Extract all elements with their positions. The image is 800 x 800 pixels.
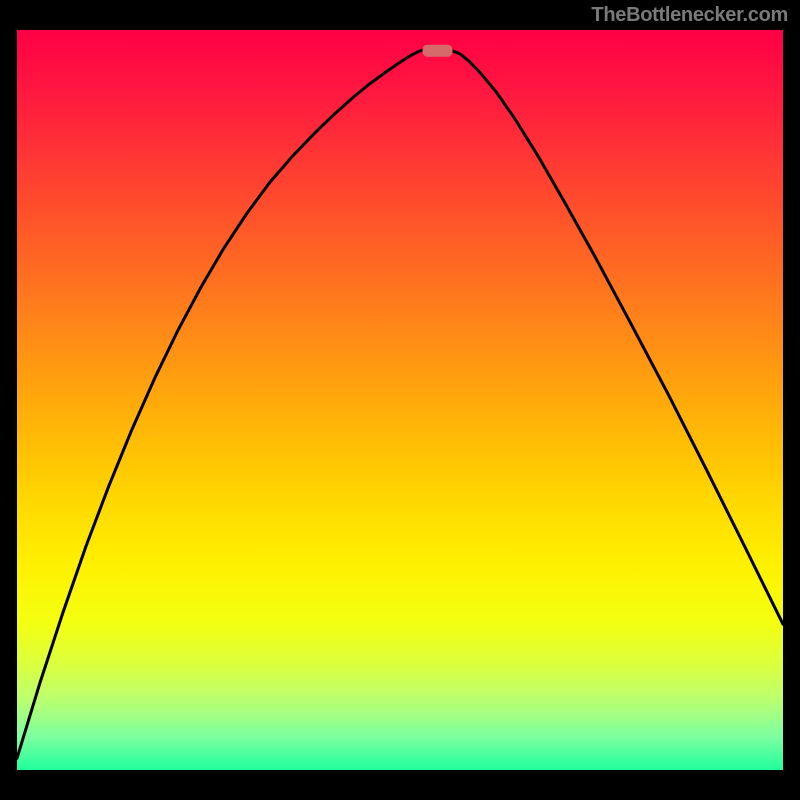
gradient-background <box>17 30 783 770</box>
bottleneck-curve-chart <box>0 0 800 800</box>
sweet-spot-marker <box>423 45 453 57</box>
attribution-text: TheBottlenecker.com <box>591 4 788 27</box>
